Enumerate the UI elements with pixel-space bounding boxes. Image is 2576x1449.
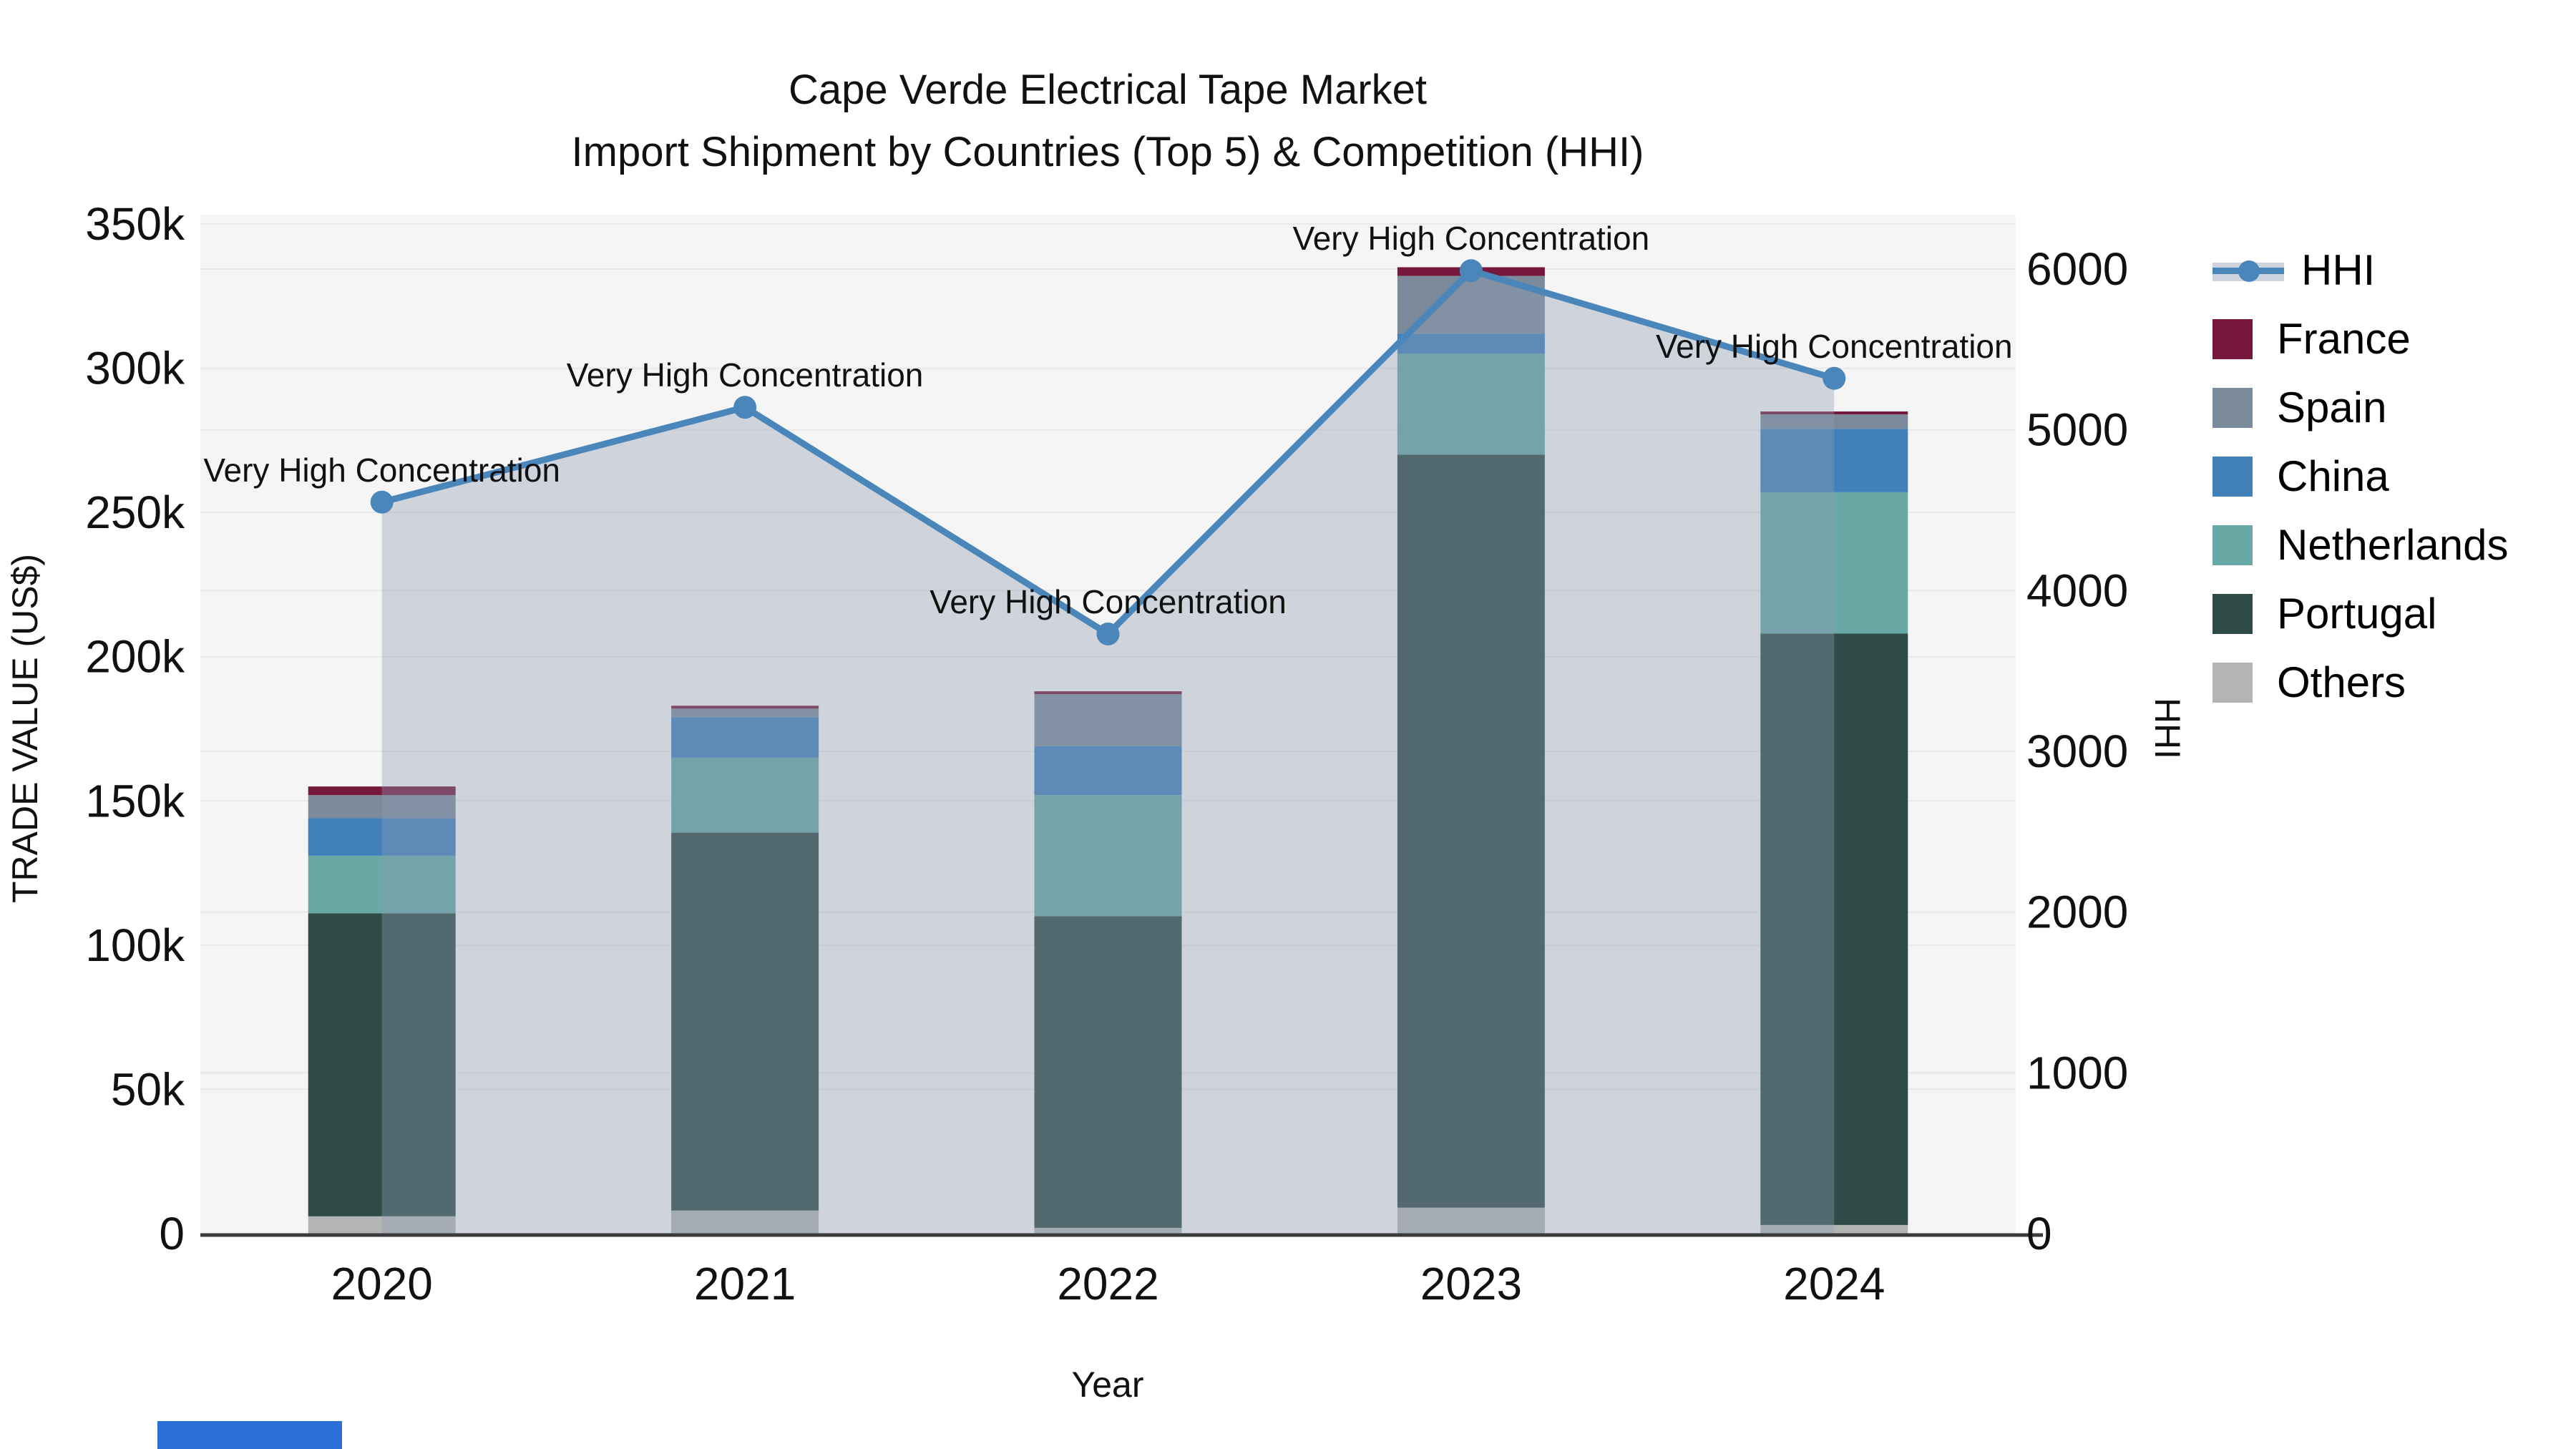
bar-segment-2022-spain — [1034, 694, 1182, 746]
legend-label: HHI — [2301, 246, 2376, 294]
chart-title-line1: Cape Verde Electrical Tape Market — [789, 67, 1427, 113]
bar-segment-2020-portugal — [308, 913, 456, 1216]
bar-segment-2020-netherlands — [308, 855, 456, 914]
bar-segment-2022-others — [1034, 1227, 1182, 1234]
legend-label: China — [2277, 452, 2389, 500]
bar-segment-2023-netherlands — [1397, 353, 1545, 455]
bar-segment-2023-china — [1397, 333, 1545, 354]
bar-segment-2020-france — [308, 786, 456, 796]
hhi-annotation-2020: Very High Concentration — [203, 452, 560, 489]
y-right-tick: 2000 — [2026, 887, 2128, 938]
bar-segment-2020-china — [308, 818, 456, 856]
y-left-tick: 250k — [85, 487, 185, 538]
legend-swatch-netherlands — [2212, 525, 2253, 565]
chart-title-line2: Import Shipment by Countries (Top 5) & C… — [572, 129, 1644, 175]
hhi-marker-2020 — [370, 490, 394, 514]
bar-segment-2022-china — [1034, 746, 1182, 796]
bar-segment-2022-france — [1034, 691, 1182, 695]
y-right-tick: 5000 — [2026, 404, 2128, 456]
legend-label: France — [2277, 315, 2411, 363]
hhi-annotation-2022: Very High Concentration — [930, 583, 1287, 620]
x-tick-2022: 2022 — [1057, 1258, 1158, 1309]
hhi-marker-2024 — [1823, 366, 1846, 390]
legend-item-spain: Spain — [2212, 374, 2509, 442]
bar-segment-2024-portugal — [1760, 633, 1908, 1225]
legend-swatch-china — [2212, 457, 2253, 497]
x-tick-2024: 2024 — [1783, 1258, 1885, 1309]
bar-segment-2021-portugal — [671, 832, 819, 1211]
bar-segment-2024-france — [1760, 411, 1908, 415]
hhi-annotation-2024: Very High Concentration — [1656, 328, 2013, 365]
legend-item-china: China — [2212, 442, 2509, 511]
bar-segment-2022-portugal — [1034, 916, 1182, 1228]
x-tick-2020: 2020 — [331, 1258, 433, 1309]
legend-label: Netherlands — [2277, 521, 2509, 569]
bar-segment-2024-others — [1760, 1224, 1908, 1234]
legend-item-portugal: Portugal — [2212, 580, 2509, 648]
legend-item-netherlands: Netherlands — [2212, 511, 2509, 580]
legend-item-hhi: HHI — [2212, 236, 2509, 305]
y-axis-right-label: HHI — [2147, 698, 2187, 759]
y-left-tick: 350k — [85, 198, 185, 250]
x-tick-2021: 2021 — [694, 1258, 796, 1309]
y-right-tick: 3000 — [2026, 726, 2128, 777]
hhi-marker-2022 — [1096, 622, 1120, 645]
x-axis-label: Year — [1071, 1365, 1143, 1405]
plot-area: Very High Concentration Very High Concent… — [85, 198, 2128, 1309]
legend-swatch-portugal — [2212, 594, 2253, 634]
hhi-line-swatch — [2212, 250, 2284, 291]
legend-item-others: Others — [2212, 648, 2509, 717]
y-left-tick: 300k — [85, 343, 185, 394]
bar-segment-2021-spain — [671, 708, 819, 718]
bar-segment-2021-others — [671, 1210, 819, 1234]
y-left-tick: 150k — [85, 775, 185, 826]
bar-segment-2024-netherlands — [1760, 492, 1908, 634]
bar-segment-2020-spain — [308, 795, 456, 819]
bar-segment-2024-china — [1760, 429, 1908, 492]
blue-strip-artifact — [157, 1421, 342, 1449]
legend-label: Spain — [2277, 384, 2387, 431]
hhi-marker-2021 — [733, 396, 757, 419]
legend-swatch-spain — [2212, 388, 2253, 428]
y-right-tick: 4000 — [2026, 565, 2128, 616]
legend-label: Portugal — [2277, 590, 2437, 638]
y-left-tick: 100k — [85, 919, 185, 971]
legend-swatch-others — [2212, 663, 2253, 703]
x-tick-2023: 2023 — [1420, 1258, 1522, 1309]
y-left-tick: 0 — [159, 1208, 185, 1259]
hhi-annotation-2023: Very High Concentration — [1293, 220, 1650, 257]
bar-segment-2023-portugal — [1397, 454, 1545, 1208]
legend-label: Others — [2277, 658, 2406, 706]
y-left-tick: 200k — [85, 631, 185, 683]
bar-segment-2023-others — [1397, 1207, 1545, 1234]
bar-segment-2024-spain — [1760, 414, 1908, 429]
bar-segment-2020-others — [308, 1216, 456, 1234]
bar-segment-2021-china — [671, 717, 819, 758]
hhi-marker-2023 — [1459, 259, 1483, 283]
hhi-area-fill — [381, 270, 1835, 1234]
legend-swatch-france — [2212, 319, 2253, 359]
y-right-tick: 1000 — [2026, 1047, 2128, 1098]
y-right-tick: 0 — [2026, 1208, 2052, 1259]
bar-segment-2022-netherlands — [1034, 795, 1182, 917]
legend: HHI France Spain China Netherlands Portugal Ot… — [2212, 236, 2509, 717]
bar-segment-2021-france — [671, 706, 819, 709]
y-axis-left-label: TRADE VALUE (US$) — [5, 554, 45, 903]
hhi-annotation-2021: Very High Concentration — [567, 356, 924, 394]
y-right-tick: 6000 — [2026, 243, 2128, 295]
bar-segment-2021-netherlands — [671, 757, 819, 833]
y-left-tick: 50k — [111, 1063, 185, 1115]
legend-item-france: France — [2212, 305, 2509, 374]
